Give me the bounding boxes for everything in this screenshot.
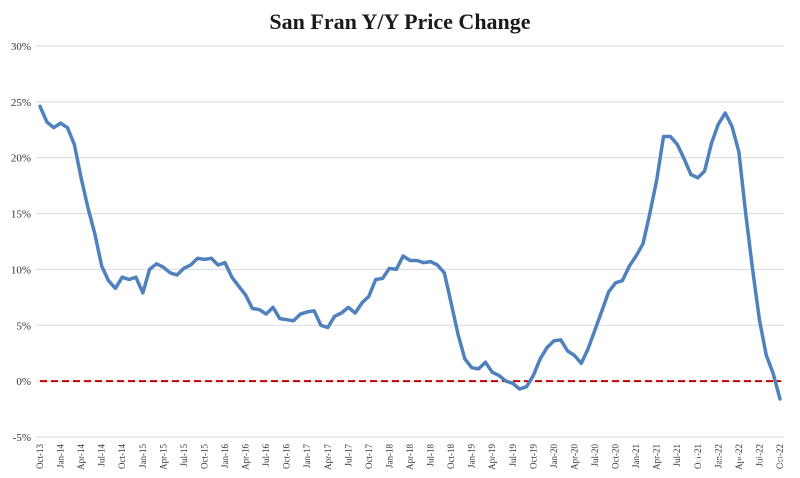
watermark-text: forum.onliner.by bbox=[692, 450, 785, 465]
x-tick-label: Jul-17 bbox=[343, 444, 353, 467]
x-tick-label: Jul-19 bbox=[508, 444, 518, 467]
x-tick-label: Jan-19 bbox=[467, 444, 477, 468]
series-line bbox=[38, 104, 782, 401]
gridlines bbox=[36, 45, 784, 438]
y-tick-label: 5% bbox=[16, 320, 31, 332]
x-tick-label: Apr-22 bbox=[734, 444, 744, 470]
x-axis-ticks: Oct-13 Jan-14 Apr-14 Jul-14 Oct-14 Jan-15 Apr-… bbox=[35, 444, 785, 470]
y-tick-label: 10% bbox=[11, 264, 31, 276]
x-tick-label: Oct-21 bbox=[693, 444, 703, 469]
x-tick-label: Jan-22 bbox=[713, 444, 723, 468]
x-tick-label: Apr-17 bbox=[323, 444, 333, 470]
x-tick-label: Jul-18 bbox=[426, 444, 436, 467]
x-tick-label: Oct-15 bbox=[199, 444, 209, 469]
x-tick-label: Jul-22 bbox=[754, 444, 764, 467]
x-tick-label: Apr-18 bbox=[405, 444, 415, 470]
x-tick-label: Oct-22 bbox=[775, 444, 785, 469]
x-tick-label: Oct-14 bbox=[117, 444, 127, 469]
x-tick-label: Jul-21 bbox=[672, 444, 682, 467]
x-tick-label: Jul-16 bbox=[261, 444, 271, 467]
x-tick-label: Oct-13 bbox=[35, 444, 45, 469]
x-tick-label: Jan-17 bbox=[302, 444, 312, 468]
x-tick-label: Jan-14 bbox=[56, 444, 66, 468]
x-tick-label: Apr-15 bbox=[158, 444, 168, 470]
x-tick-label: Apr-19 bbox=[487, 444, 497, 470]
x-tick-label: Oct-16 bbox=[282, 444, 292, 469]
x-tick-label: Jan-18 bbox=[384, 444, 394, 468]
y-axis-ticks: -5% 0% 5% 10% 15% 20% 25% 30% bbox=[11, 41, 31, 444]
x-tick-label: Jan-15 bbox=[138, 444, 148, 468]
y-tick-label: 20% bbox=[11, 153, 31, 165]
x-tick-label: Oct-20 bbox=[611, 444, 621, 469]
x-tick-label: Jan-20 bbox=[549, 444, 559, 468]
y-tick-label: 30% bbox=[11, 41, 31, 53]
x-tick-label: Apr-14 bbox=[76, 444, 86, 470]
x-tick-label: Oct-19 bbox=[528, 444, 538, 469]
chart-title: San Fran Y/Y Price Change bbox=[269, 9, 530, 34]
x-tick-label: Apr-20 bbox=[569, 444, 579, 470]
y-tick-label: 15% bbox=[11, 209, 31, 221]
x-tick-label: Apr-16 bbox=[241, 444, 251, 470]
x-tick-label: Jul-20 bbox=[590, 444, 600, 467]
x-tick-label: Jul-15 bbox=[179, 444, 189, 467]
x-tick-label: Jan-16 bbox=[220, 444, 230, 468]
y-tick-label: -5% bbox=[13, 432, 31, 444]
x-tick-label: Oct-18 bbox=[446, 444, 456, 469]
x-tick-label: Jul-14 bbox=[97, 444, 107, 467]
y-tick-label: 25% bbox=[11, 97, 31, 109]
x-tick-label: Apr-21 bbox=[652, 444, 662, 470]
y-tick-label: 0% bbox=[16, 376, 31, 388]
x-tick-label: Jan-21 bbox=[631, 444, 641, 468]
x-tick-label: Oct-17 bbox=[364, 444, 374, 469]
